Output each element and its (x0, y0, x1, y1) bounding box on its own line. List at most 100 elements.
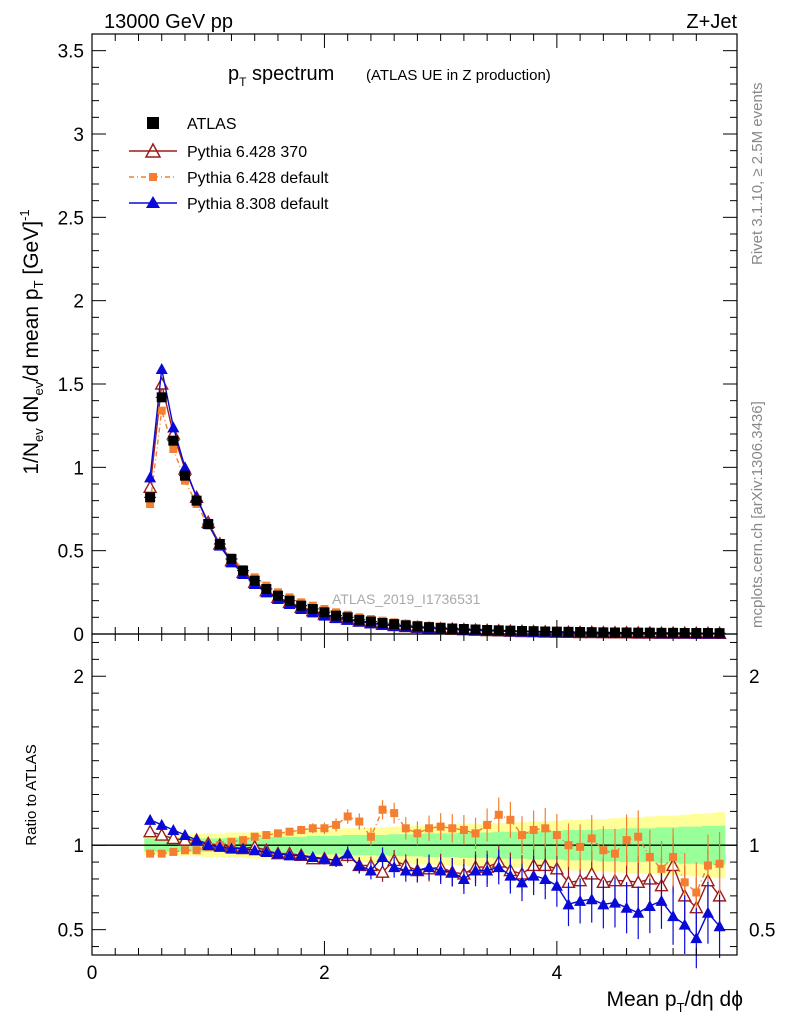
title-small: (ATLAS UE in Z production) (366, 67, 551, 84)
main-atlas-point (389, 619, 400, 630)
ratio-p8-default-point (434, 864, 447, 876)
ratio-p8-default-point (632, 906, 645, 918)
ratio-p8-default-point (597, 898, 610, 910)
ratio-p8-default-point (608, 896, 621, 908)
ratio-p6-default-point (239, 836, 248, 845)
main-atlas-point (354, 614, 365, 625)
main-p8-default-point (178, 461, 191, 473)
main-atlas-point (458, 624, 469, 634)
main-p6-default-point (157, 406, 166, 415)
ratio-p6-default-point (529, 825, 538, 834)
ratio-p8-default-point (701, 906, 714, 918)
main-atlas-point (470, 624, 481, 635)
main-atlas-point (702, 628, 713, 638)
header-right: Z+Jet (686, 11, 737, 33)
ratio-p6-default-point (250, 832, 259, 841)
ratio-p8-default-point (388, 861, 401, 873)
main-ytick-label: 3 (73, 125, 84, 146)
main-atlas-point (668, 627, 679, 638)
ratio-p8-default-point (364, 864, 377, 876)
main-atlas-point (644, 627, 655, 638)
ratio-p8-default-point (492, 861, 505, 873)
ratio-p6-default-point (355, 817, 364, 826)
ratio-p6-370-point (375, 864, 390, 878)
ratio-p6-default-point (459, 825, 468, 834)
ratio-ytick-label: 1 (73, 836, 84, 857)
title-main: pT spectrum (228, 63, 334, 89)
legend-label-p6-370: Pythia 6.428 370 (187, 144, 307, 161)
ratio-p8-default-point (306, 851, 319, 863)
ratio-p8-default-point (376, 851, 389, 863)
main-atlas-point (563, 626, 574, 637)
legend-marker-p6-default (149, 173, 157, 181)
ratio-p6-default-point (227, 837, 236, 846)
main-atlas-point (598, 627, 609, 638)
legend-marker-p6-370 (144, 142, 162, 158)
ratio-p8-default-point (678, 918, 691, 930)
ratio-p6-default-point (413, 829, 422, 838)
main-p8-default-point (167, 421, 180, 433)
main-p8-default-point (144, 471, 157, 483)
ratio-p6-default-point (576, 842, 585, 851)
main-atlas-point (412, 621, 423, 632)
ratio-p6-default-point (448, 824, 457, 833)
watermark: ATLAS_2019_I1736531 (332, 591, 481, 607)
main-atlas-point (319, 607, 330, 618)
ratio-p6-default-point (703, 861, 712, 870)
main-atlas-point (714, 628, 725, 639)
ratio-p8-default-point (516, 876, 528, 888)
ratio-p6-default-point (657, 864, 666, 873)
ratio-p6-default-point (634, 832, 643, 841)
ratio-p6-default-point (401, 824, 410, 833)
ratio-p8-default-point (469, 864, 482, 876)
ratio-plot-area (92, 797, 737, 969)
main-plot-area (142, 363, 727, 640)
ratio-p8-default-point (411, 864, 424, 876)
ratio-p6-default-point (506, 815, 515, 824)
ratio-p6-default-point (332, 820, 341, 829)
main-atlas-point (307, 604, 318, 614)
ratio-p8-default-point (504, 869, 517, 881)
main-atlas-point (365, 616, 376, 627)
ratio-p8-default-point (330, 854, 343, 866)
main-atlas-point (284, 595, 295, 606)
ratio-p6-default-point (390, 809, 399, 818)
main-atlas-point (168, 435, 179, 446)
ratio-p8-default-point (643, 900, 656, 912)
ratio-p6-default-point (366, 832, 375, 841)
ratio-p8-default-point (295, 849, 308, 861)
ratio-p8-default-point (399, 864, 412, 876)
ratio-p6-default-point (157, 849, 166, 858)
main-atlas-point (551, 626, 562, 637)
ratio-axes: 0.5 0.5 1 1 2 2 0 2 4 (58, 633, 775, 984)
ratio-p6-default-point (494, 810, 503, 819)
ratio-p6-default-point (273, 829, 282, 838)
main-p6-default-point (146, 500, 155, 508)
main-atlas-point (226, 554, 237, 564)
main-atlas-point (482, 625, 493, 635)
ratio-ytick-label-right: 1 (749, 836, 760, 857)
ratio-p6-default-point (669, 853, 678, 862)
ratio-p8-default-point (457, 872, 470, 884)
ratio-p8-default-point (550, 879, 563, 891)
main-atlas-point (156, 392, 167, 403)
ratio-p6-default-point (343, 812, 352, 821)
ratio-p8-default-point (620, 901, 633, 913)
ratio-p6-default-point (692, 888, 701, 897)
ratio-ytick-label: 0.5 (58, 921, 84, 942)
main-atlas-point (609, 627, 620, 638)
main-ytick-label: 1.5 (58, 375, 84, 396)
main-ytick-label: 0 (73, 625, 84, 646)
main-atlas-point (191, 495, 202, 506)
header-left: 13000 GeV pp (104, 11, 233, 33)
ratio-p8-default-point (353, 859, 366, 871)
ratio-p6-default-point (680, 878, 689, 887)
main-atlas-point (400, 620, 411, 631)
ratio-p8-default-point (318, 852, 331, 864)
ratio-p8-default-point (202, 839, 215, 851)
ratio-p8-default-point (446, 866, 459, 878)
ratio-p8-default-point (178, 829, 191, 841)
ratio-p6-default-point (320, 824, 329, 833)
ratio-p6-default-point (192, 846, 201, 855)
